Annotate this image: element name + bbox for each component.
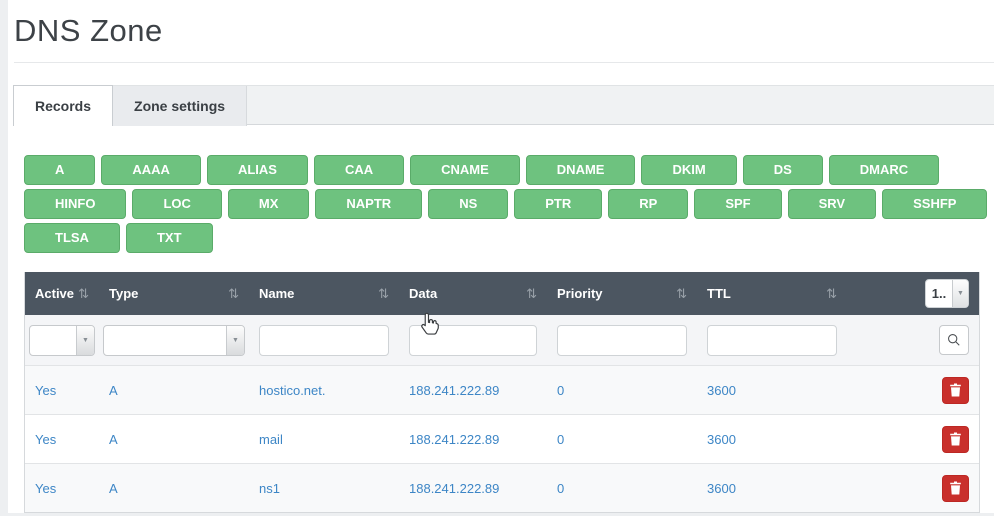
filter-active-select[interactable]: ▼	[29, 324, 95, 356]
add-record-button-loc[interactable]: LOC	[132, 189, 222, 219]
delete-record-button[interactable]	[942, 474, 969, 502]
add-record-button-caa[interactable]: CAA	[313, 155, 405, 185]
filter-type-value	[104, 326, 226, 355]
cell-priority[interactable]: 0	[547, 365, 697, 414]
add-record-button-ns[interactable]: NS	[428, 189, 509, 219]
filter-priority-input[interactable]	[557, 324, 687, 356]
add-record-button-alias[interactable]: ALIAS	[206, 155, 308, 185]
content-card: DNS Zone Records Zone settings A AAAA AL…	[8, 0, 994, 513]
record-type-row: TLSA TXT	[24, 223, 969, 253]
page-title: DNS Zone	[14, 13, 163, 48]
column-header-actions: 1.. ▼	[847, 272, 979, 315]
cell-active[interactable]: Yes	[25, 463, 99, 512]
records-table: Active ⇅ Type ⇅ Name ⇅	[24, 272, 980, 513]
cell-ttl[interactable]: 3600	[697, 463, 847, 512]
delete-record-button[interactable]	[942, 376, 969, 404]
sort-icon[interactable]: ⇅	[826, 285, 837, 301]
trash-icon	[950, 481, 961, 495]
add-record-button-ptr[interactable]: PTR	[514, 189, 603, 219]
trash-icon	[950, 383, 961, 397]
cell-active[interactable]: Yes	[25, 365, 99, 414]
column-header-active[interactable]: Active ⇅	[25, 272, 99, 315]
add-record-button-hinfo[interactable]: HINFO	[24, 189, 127, 219]
cell-ttl[interactable]: 3600	[697, 365, 847, 414]
add-record-button-txt[interactable]: TXT	[125, 223, 213, 253]
add-record-button-naptr[interactable]: NAPTR	[315, 189, 423, 219]
table-row: Yes A hostico.net. 188.241.222.89 0 3600	[25, 365, 979, 414]
add-record-button-mx[interactable]: MX	[227, 189, 310, 219]
delete-record-button[interactable]	[942, 425, 969, 453]
page-size-value: 1..	[931, 286, 947, 301]
sort-icon[interactable]: ⇅	[228, 285, 239, 301]
page-size-select[interactable]: 1.. ▼	[925, 279, 969, 308]
tab-zone-settings[interactable]: Zone settings	[113, 86, 248, 126]
cell-name[interactable]: hostico.net.	[249, 365, 399, 414]
add-record-button-rp[interactable]: RP	[608, 189, 689, 219]
filter-type-select[interactable]: ▼	[103, 324, 245, 356]
cell-type[interactable]: A	[99, 365, 249, 414]
trash-icon	[950, 432, 961, 446]
cell-ttl[interactable]: 3600	[697, 414, 847, 463]
cell-priority[interactable]: 0	[547, 463, 697, 512]
table-header-row: Active ⇅ Type ⇅ Name ⇅	[25, 272, 979, 315]
add-record-button-srv[interactable]: SRV	[787, 189, 877, 219]
sort-icon[interactable]: ⇅	[378, 285, 389, 301]
column-header-data[interactable]: Data ⇅	[399, 272, 547, 315]
cell-priority[interactable]: 0	[547, 414, 697, 463]
add-record-button-dmarc[interactable]: DMARC	[828, 155, 940, 185]
add-record-button-aaaa[interactable]: AAAA	[101, 155, 201, 185]
add-record-button-a[interactable]: A	[24, 155, 96, 185]
record-type-row: A AAAA ALIAS CAA CNAME DNAME DKIM DS DMA…	[24, 155, 969, 185]
chevron-down-icon: ▼	[76, 325, 94, 355]
cell-type[interactable]: A	[99, 463, 249, 512]
table-row: Yes A mail 188.241.222.89 0 3600	[25, 414, 979, 463]
sort-icon[interactable]: ⇅	[526, 285, 537, 301]
sort-icon[interactable]: ⇅	[78, 285, 89, 301]
column-header-ttl[interactable]: TTL ⇅	[697, 272, 847, 315]
add-record-button-spf[interactable]: SPF	[694, 189, 782, 219]
tab-records[interactable]: Records	[13, 85, 114, 126]
filter-ttl-input[interactable]	[707, 324, 837, 356]
filter-name-input[interactable]	[259, 324, 389, 356]
table-row: Yes A ns1 188.241.222.89 0 3600	[25, 463, 979, 512]
column-label: TTL	[707, 286, 731, 301]
add-record-button-tlsa[interactable]: TLSA	[24, 223, 120, 253]
cell-name[interactable]: ns1	[249, 463, 399, 512]
add-record-button-ds[interactable]: DS	[742, 155, 823, 185]
column-label: Data	[409, 286, 438, 301]
chevron-down-icon: ▼	[226, 325, 244, 355]
tab-bar: Records Zone settings	[13, 85, 994, 126]
title-divider	[14, 62, 994, 63]
column-label: Active	[35, 286, 75, 301]
search-button[interactable]	[939, 325, 969, 355]
add-record-button-dname[interactable]: DNAME	[525, 155, 636, 185]
column-header-type[interactable]: Type ⇅	[99, 272, 249, 315]
cell-name[interactable]: mail	[249, 414, 399, 463]
cell-data[interactable]: 188.241.222.89	[399, 463, 547, 512]
search-icon	[948, 334, 960, 346]
cell-data[interactable]: 188.241.222.89	[399, 414, 547, 463]
filter-row: ▼ ▼	[25, 315, 979, 365]
add-record-button-sshfp[interactable]: SSHFP	[882, 189, 988, 219]
cell-data[interactable]: 188.241.222.89	[399, 365, 547, 414]
column-label: Name	[259, 286, 295, 301]
column-label: Priority	[557, 286, 603, 301]
record-type-buttons: A AAAA ALIAS CAA CNAME DNAME DKIM DS DMA…	[24, 155, 988, 257]
chevron-down-icon: ▼	[952, 280, 968, 307]
add-record-button-cname[interactable]: CNAME	[410, 155, 520, 185]
filter-active-value	[30, 326, 76, 355]
column-header-name[interactable]: Name ⇅	[249, 272, 399, 315]
add-record-button-dkim[interactable]: DKIM	[641, 155, 737, 185]
filter-data-input[interactable]	[409, 324, 537, 356]
sort-icon[interactable]: ⇅	[676, 285, 687, 301]
cell-active[interactable]: Yes	[25, 414, 99, 463]
column-header-priority[interactable]: Priority ⇅	[547, 272, 697, 315]
record-type-row: HINFO LOC MX NAPTR NS PTR RP SPF SRV SSH…	[24, 189, 988, 219]
column-label: Type	[109, 286, 139, 301]
cell-type[interactable]: A	[99, 414, 249, 463]
